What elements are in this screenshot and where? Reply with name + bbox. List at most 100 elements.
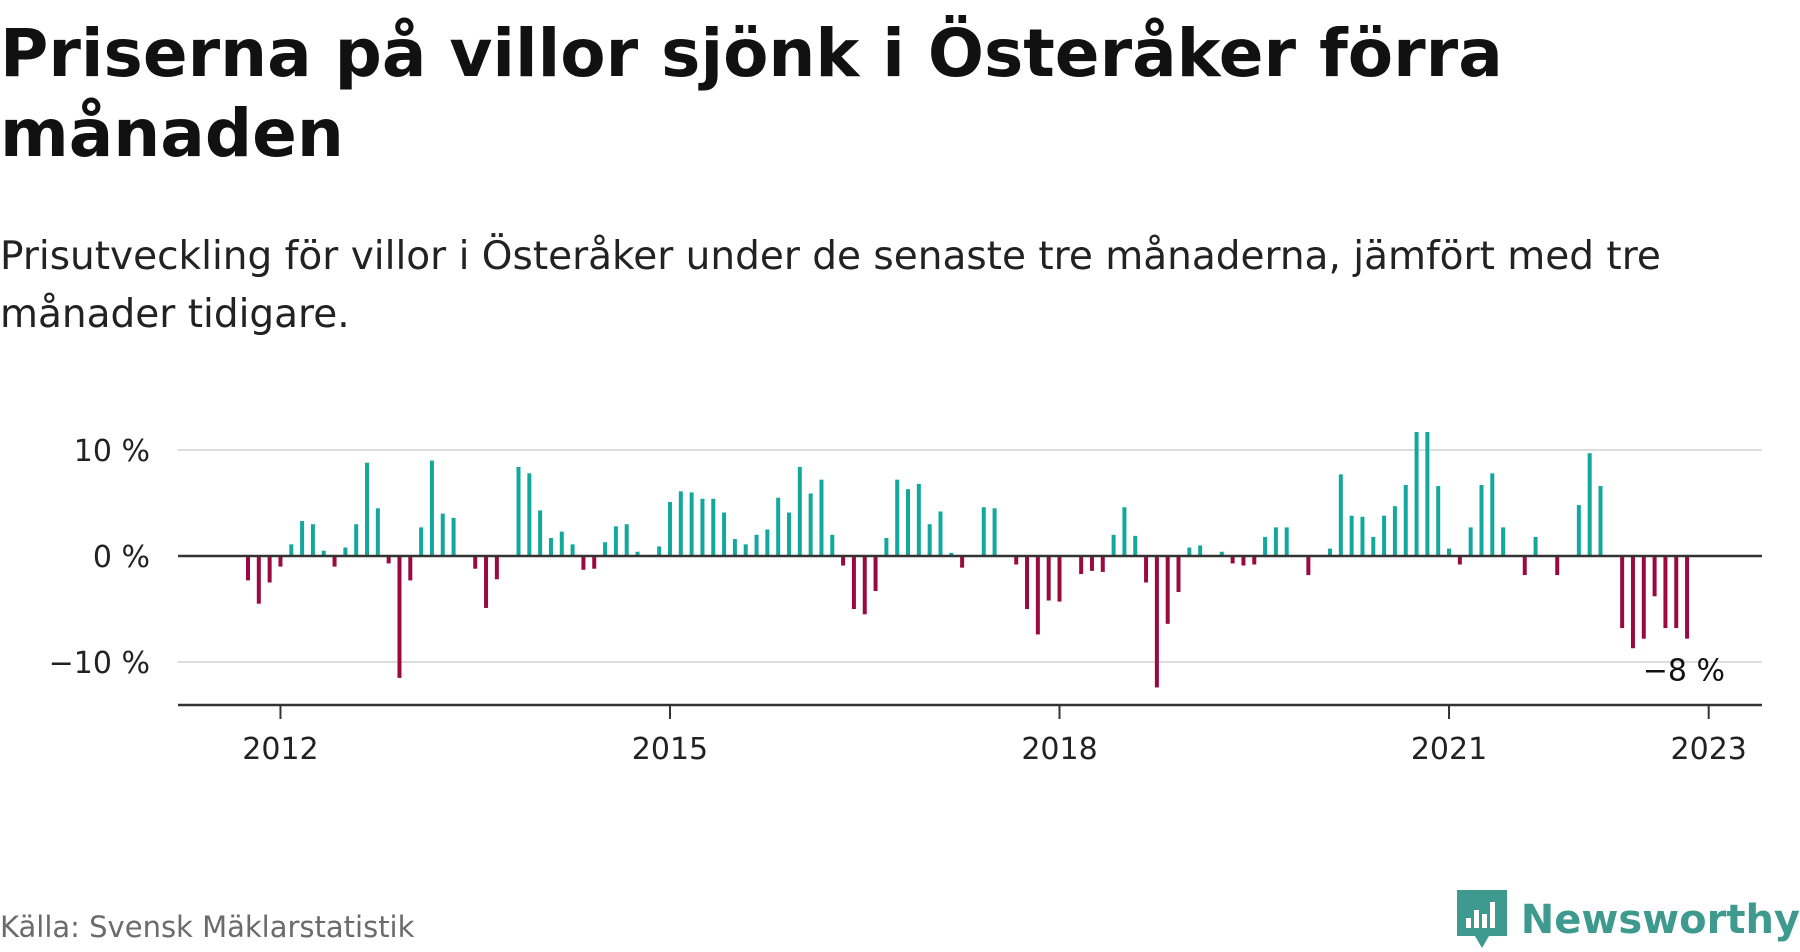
bar <box>1490 473 1495 556</box>
bar <box>419 527 424 556</box>
bar <box>1133 535 1138 556</box>
bar-chart: 10 % 0 % −10 % 2012 2015 2018 2021 2023 −8 % <box>49 431 1762 767</box>
newsworthy-logo-icon <box>1456 890 1507 948</box>
bar <box>354 524 359 556</box>
bar <box>440 513 445 556</box>
bar <box>787 512 791 556</box>
bar <box>1620 556 1625 629</box>
bar <box>743 544 748 556</box>
bar <box>1328 548 1332 556</box>
bar <box>1522 556 1527 576</box>
x-axis-ticks: 2012 2015 2018 2021 2023 <box>242 705 1747 767</box>
bar <box>1436 486 1441 556</box>
bar <box>386 556 391 564</box>
bar <box>754 534 759 556</box>
bar <box>1187 547 1192 556</box>
bar <box>916 483 921 556</box>
bar <box>397 556 402 678</box>
bar <box>700 498 705 556</box>
bar <box>1263 536 1268 556</box>
chart-title: Priserna på villor sjönk i Österåker för… <box>0 15 1503 172</box>
bar <box>1154 556 1159 688</box>
bar <box>1100 556 1105 572</box>
bar <box>906 489 911 556</box>
bar <box>1111 534 1116 556</box>
grid-lines <box>178 449 1762 663</box>
y-tick-label: 10 % <box>74 434 150 469</box>
bar <box>581 556 586 570</box>
bar <box>927 524 932 556</box>
bar <box>1273 527 1278 556</box>
bar <box>1349 515 1354 556</box>
bar <box>1089 556 1094 571</box>
bar <box>321 550 326 556</box>
bar <box>1360 516 1365 556</box>
bar <box>1382 515 1387 556</box>
x-tick-label: 2012 <box>242 732 318 767</box>
bar <box>765 529 770 556</box>
bar <box>797 466 802 556</box>
brand-logo: Newsworthy <box>1456 888 1800 952</box>
bar <box>613 526 618 556</box>
bar <box>1241 556 1246 566</box>
bar <box>310 524 315 556</box>
bar <box>819 479 824 556</box>
bar <box>375 508 380 556</box>
bar <box>1392 506 1397 556</box>
bar <box>1046 556 1051 601</box>
bar <box>267 556 272 583</box>
bar <box>960 556 965 568</box>
bar <box>1144 556 1149 583</box>
bar <box>256 556 261 604</box>
bar <box>246 556 250 581</box>
bar <box>1252 556 1257 565</box>
bar <box>1122 507 1127 556</box>
bar <box>1230 556 1235 564</box>
bar <box>1652 556 1657 597</box>
bar <box>667 501 672 556</box>
bar <box>711 498 716 556</box>
bar <box>1457 556 1462 565</box>
bar <box>1338 474 1343 556</box>
bar <box>548 537 553 556</box>
bar <box>1035 556 1040 635</box>
bar <box>1674 556 1679 629</box>
bar <box>1533 536 1538 556</box>
bar <box>1284 527 1289 556</box>
bar <box>862 556 867 615</box>
bar <box>808 493 813 556</box>
bar <box>1663 556 1668 629</box>
bar <box>895 479 900 556</box>
bar <box>1587 453 1592 556</box>
bar <box>494 556 499 580</box>
bar <box>1447 548 1452 556</box>
bar <box>343 547 348 556</box>
bar <box>1598 486 1603 556</box>
bar <box>949 552 954 556</box>
bar <box>300 521 305 556</box>
bar <box>1219 551 1224 556</box>
bar <box>1306 556 1311 576</box>
bar <box>484 556 489 608</box>
bar <box>332 556 337 567</box>
bar <box>592 556 597 569</box>
bar <box>408 556 413 581</box>
bar <box>365 462 370 556</box>
y-tick-label: 0 % <box>93 540 150 575</box>
bar <box>1555 556 1560 576</box>
bar <box>992 508 997 556</box>
bar <box>1685 556 1690 639</box>
bar <box>1414 431 1419 556</box>
bar <box>1176 556 1181 593</box>
bar <box>657 546 662 556</box>
bar <box>884 537 889 556</box>
bar <box>1468 527 1473 556</box>
bar <box>538 510 543 556</box>
bar <box>722 512 727 556</box>
brand-name: Newsworthy <box>1520 897 1800 943</box>
bar <box>1479 484 1484 556</box>
bar <box>635 551 640 556</box>
bar <box>1641 556 1646 639</box>
y-axis-labels: 10 % 0 % −10 % <box>49 434 150 681</box>
bar <box>570 544 575 556</box>
